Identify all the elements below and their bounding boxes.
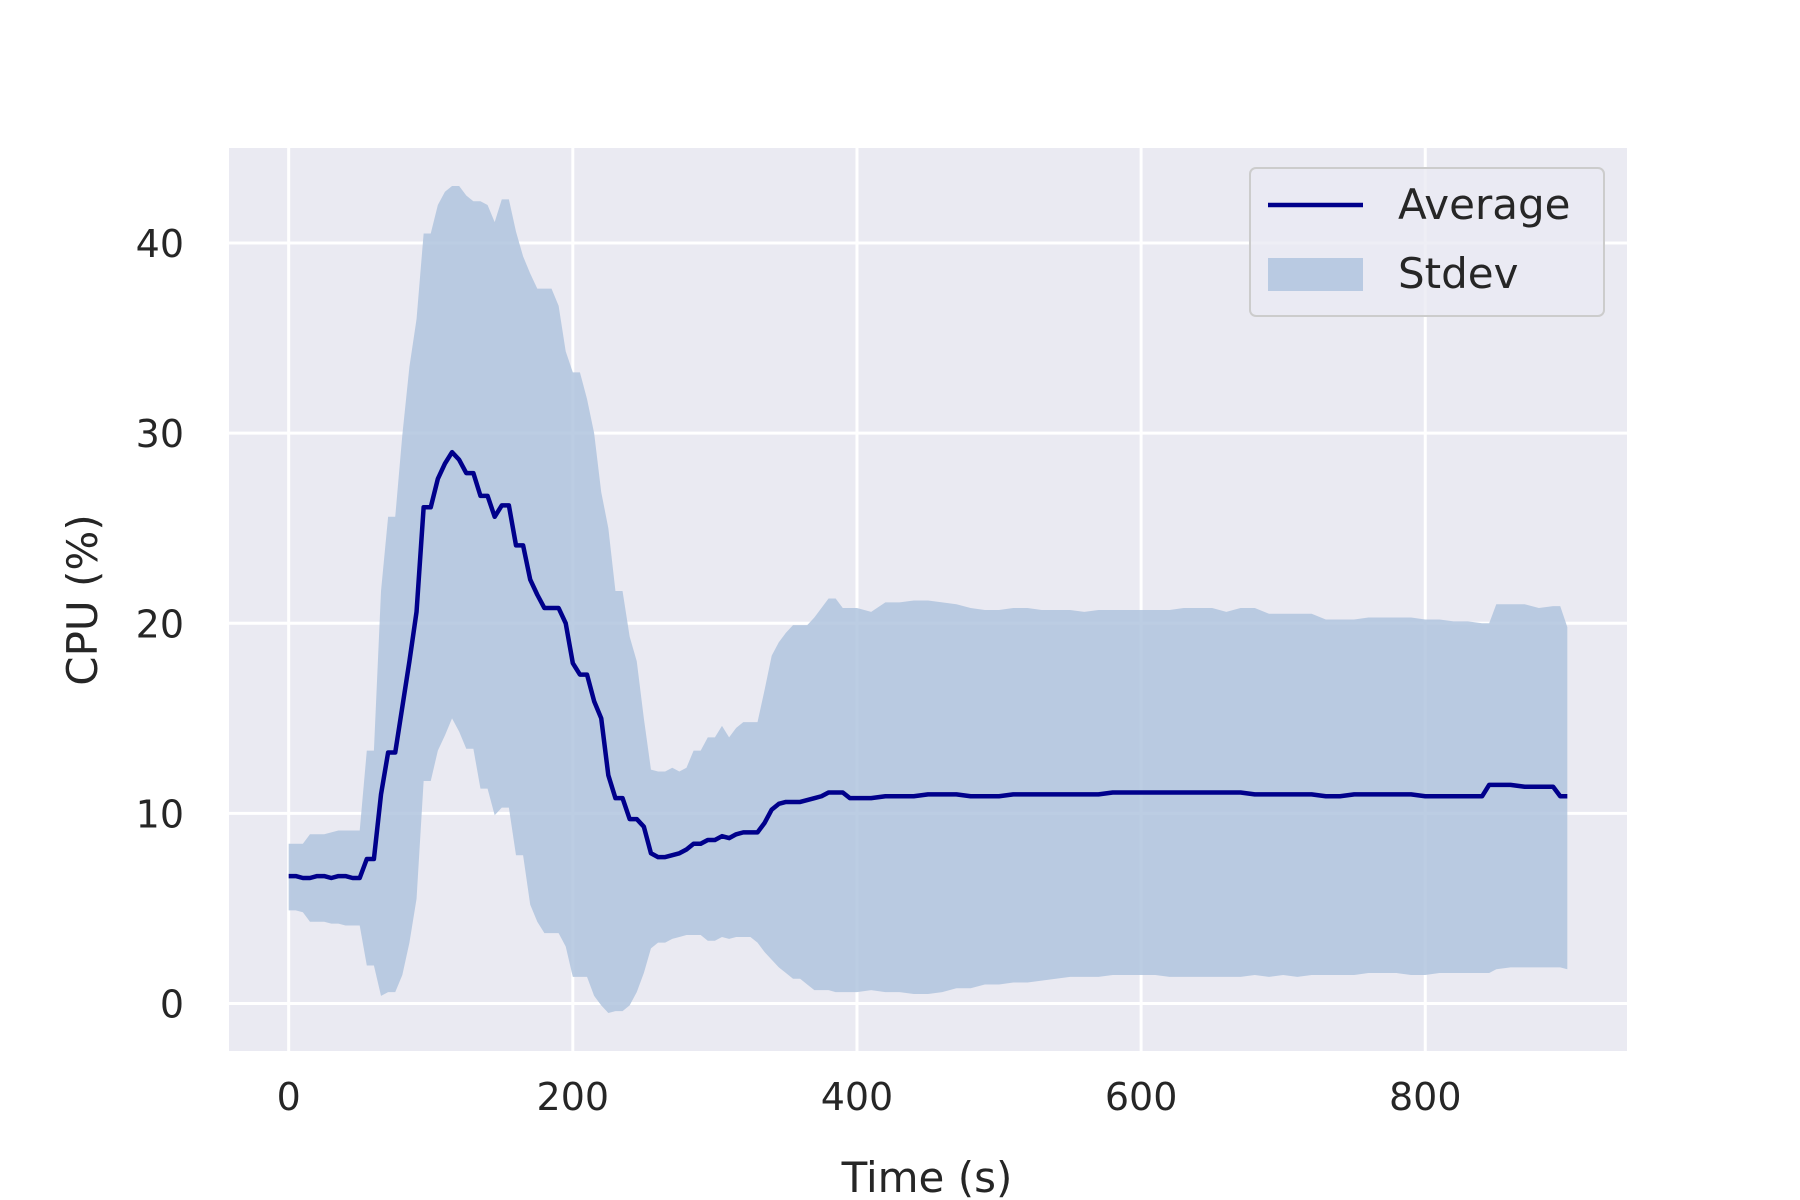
stdev-band: [288, 186, 1568, 1013]
x-axis-label: Time (s): [841, 1153, 1013, 1200]
legend-average-label: Average: [1398, 180, 1570, 229]
legend-stdev-label: Stdev: [1398, 249, 1518, 298]
y-axis-label: CPU (%): [58, 514, 107, 685]
x-tick-labels: 0 200 400 600 800: [277, 1075, 1462, 1119]
x-tick-label: 800: [1389, 1075, 1462, 1119]
legend-stdev-swatch: [1268, 258, 1363, 291]
x-tick-label: 0: [277, 1075, 301, 1119]
x-tick-label: 200: [537, 1075, 610, 1119]
y-tick-label: 20: [136, 602, 184, 646]
y-tick-label: 10: [136, 792, 184, 836]
x-tick-label: 400: [821, 1075, 894, 1119]
y-tick-label: 40: [136, 222, 184, 266]
y-tick-label: 0: [160, 982, 184, 1026]
average-line: [288, 449, 1568, 881]
y-tick-label: 30: [136, 412, 184, 456]
y-tick-labels: 0 10 20 30 40: [136, 222, 184, 1026]
legend: Average Stdev: [1249, 167, 1605, 317]
x-tick-label: 600: [1105, 1075, 1178, 1119]
